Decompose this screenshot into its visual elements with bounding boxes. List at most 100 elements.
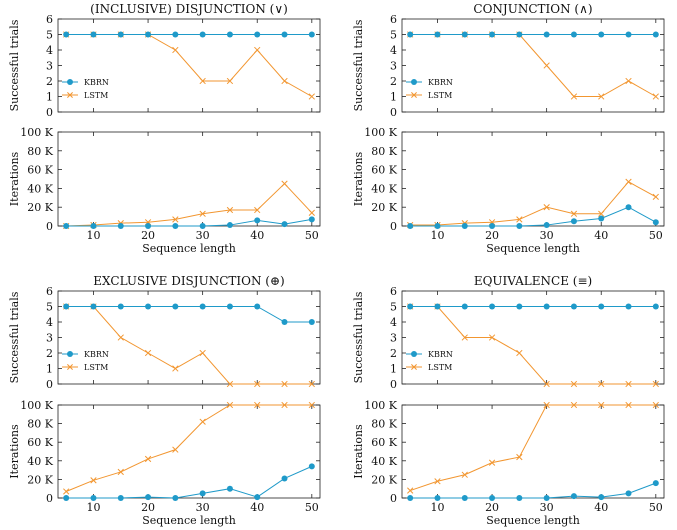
data-point-kbrn: [461, 303, 468, 310]
x-axis-label: Sequence length: [486, 514, 580, 527]
data-point-kbrn: [434, 303, 441, 310]
y-axis-label: Successful trials: [8, 19, 21, 111]
series-line-lstm: [66, 306, 312, 385]
data-point-kbrn: [172, 495, 179, 501]
data-point-kbrn: [516, 303, 523, 310]
data-point-lstm: [308, 93, 315, 100]
data-point-kbrn: [461, 495, 468, 501]
data-point-lstm: [172, 216, 179, 223]
legend-marker-kbrn: [67, 79, 73, 85]
data-point-kbrn: [117, 31, 124, 38]
data-point-kbrn: [652, 219, 659, 226]
legend-marker-lstm: [67, 364, 73, 370]
y-tick-label: 2: [390, 347, 397, 360]
chart-panel-5: 0 20 K 40 K 60 K 80 K 100 K 10 20 30 40 50 Iteratio…: [8, 399, 321, 527]
data-point-kbrn: [598, 31, 605, 38]
x-tick-label: 20: [141, 229, 155, 242]
legend-label-kbrn: KBRN: [84, 350, 109, 359]
data-point-kbrn: [63, 31, 70, 38]
data-point-lstm: [598, 380, 605, 388]
x-tick-label: 40: [594, 501, 608, 514]
x-tick-label: 20: [485, 501, 499, 514]
data-point-kbrn: [625, 490, 632, 497]
y-tick-label: 20 K: [27, 473, 53, 486]
data-point-lstm: [172, 46, 179, 54]
data-point-kbrn: [598, 303, 605, 310]
data-point-kbrn: [434, 31, 441, 38]
data-point-lstm: [199, 210, 206, 217]
data-point-lstm: [254, 46, 261, 54]
data-point-lstm: [570, 210, 578, 217]
y-axis-label: Iterations: [352, 424, 365, 479]
y-tick-label: 3: [46, 60, 53, 73]
data-point-kbrn: [652, 303, 659, 310]
y-tick-label: 6: [390, 13, 397, 26]
legend-marker-kbrn: [411, 79, 417, 85]
data-point-lstm: [625, 401, 632, 409]
y-tick-label: 5: [46, 29, 53, 42]
data-point-lstm: [598, 93, 605, 100]
data-point-kbrn: [172, 223, 179, 229]
y-tick-label: 20 K: [371, 473, 397, 486]
data-point-kbrn: [625, 31, 632, 38]
y-tick-label: 20 K: [371, 201, 397, 214]
data-point-kbrn: [281, 319, 288, 325]
legend-marker-kbrn: [67, 351, 73, 357]
series-line-lstm: [410, 306, 656, 385]
data-point-kbrn: [308, 463, 315, 470]
data-point-kbrn: [652, 31, 659, 38]
data-point-kbrn: [254, 303, 261, 310]
data-point-kbrn: [145, 223, 152, 229]
y-tick-label: 40 K: [27, 455, 53, 468]
x-tick-label: 10: [86, 229, 100, 242]
chart-title: (INCLUSIVE) DISJUNCTION (∨): [90, 2, 288, 16]
y-tick-label: 4: [46, 316, 53, 329]
chart-panel-4: 0 1 2 3 4 5 6 EXCLUSIVE DISJUNCTION (⊕) Successf…: [8, 274, 321, 391]
data-point-kbrn: [199, 303, 206, 310]
series-line-lstm: [66, 34, 313, 97]
y-tick-label: 5: [46, 301, 53, 314]
data-point-kbrn: [570, 493, 577, 500]
series-line-lstm: [410, 404, 656, 492]
legend-marker-lstm: [67, 92, 73, 98]
data-point-lstm: [516, 216, 523, 223]
y-tick-label: 3: [46, 332, 53, 345]
series-line-kbrn: [66, 306, 312, 323]
legend-marker-lstm: [411, 364, 417, 370]
data-point-kbrn: [90, 31, 97, 38]
data-point-lstm: [543, 380, 550, 388]
data-point-kbrn: [489, 495, 496, 501]
data-point-kbrn: [543, 303, 550, 310]
data-point-kbrn: [489, 223, 496, 229]
data-point-lstm: [543, 401, 550, 409]
legend-label-kbrn: KBRN: [428, 78, 453, 87]
data-point-lstm: [199, 77, 206, 85]
y-tick-label: 100 K: [20, 126, 53, 139]
data-point-lstm: [117, 468, 124, 476]
y-tick-label: 6: [46, 13, 53, 26]
data-point-lstm: [625, 178, 632, 185]
data-point-lstm: [461, 334, 468, 341]
y-tick-label: 100 K: [364, 126, 397, 139]
data-point-lstm: [226, 77, 234, 85]
series-line-lstm: [410, 181, 657, 226]
data-point-kbrn: [543, 495, 550, 501]
data-point-lstm: [652, 93, 659, 100]
series-line-kbrn: [66, 218, 312, 227]
data-point-kbrn: [145, 31, 152, 38]
data-point-lstm: [117, 334, 124, 341]
data-point-kbrn: [516, 495, 523, 501]
data-point-kbrn: [570, 31, 577, 38]
y-tick-label: 0: [46, 378, 53, 391]
y-tick-label: 80 K: [371, 418, 397, 431]
data-point-lstm: [516, 453, 523, 461]
y-tick-label: 3: [390, 332, 397, 345]
data-point-kbrn: [543, 222, 550, 229]
data-point-lstm: [281, 77, 288, 85]
y-tick-label: 4: [390, 316, 397, 329]
data-point-kbrn: [281, 31, 288, 38]
x-tick-label: 10: [86, 501, 100, 514]
chart-panel-1: 0 20 K 40 K 60 K 80 K 100 K 10 20 30 40 50 Iteratio…: [8, 126, 321, 255]
chart-title: CONJUNCTION (∧): [473, 2, 592, 16]
data-point-kbrn: [254, 494, 261, 501]
